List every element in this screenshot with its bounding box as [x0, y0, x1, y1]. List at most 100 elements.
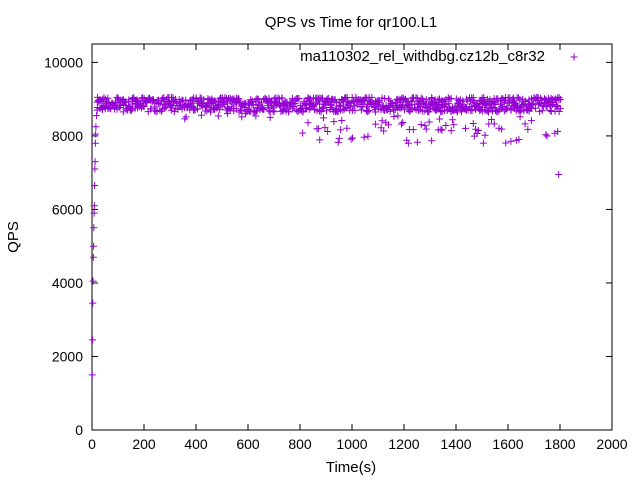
data-point — [372, 120, 380, 128]
data-point — [524, 125, 532, 133]
data-point — [503, 104, 511, 112]
data-point — [422, 125, 430, 133]
data-point — [516, 113, 524, 121]
data-point — [553, 101, 561, 109]
data-point — [140, 102, 148, 110]
data-point — [539, 101, 547, 109]
data-point — [266, 113, 274, 121]
data-point — [116, 103, 124, 111]
data-point — [104, 94, 112, 102]
data-point — [390, 113, 398, 121]
data-point — [458, 108, 466, 116]
x-tick-label: 1600 — [492, 436, 523, 452]
data-point — [214, 112, 222, 120]
data-point — [447, 127, 455, 135]
data-point — [397, 120, 405, 128]
data-point — [551, 129, 559, 137]
data-point — [487, 115, 495, 123]
data-point — [279, 106, 287, 114]
data-point — [418, 97, 426, 105]
data-point — [343, 124, 351, 132]
data-point — [161, 104, 169, 112]
data-point — [438, 126, 446, 134]
y-tick-label: 2000 — [52, 348, 83, 364]
data-point — [327, 101, 335, 109]
data-point — [91, 158, 99, 166]
chart-title: QPS vs Time for qr100.L1 — [265, 14, 438, 31]
data-point — [248, 100, 256, 108]
y-tick-label: 6000 — [52, 201, 83, 217]
data-point — [449, 116, 457, 124]
data-point — [499, 102, 507, 110]
x-tick-label: 1400 — [440, 436, 471, 452]
data-point — [253, 95, 261, 103]
x-tick-label: 1800 — [544, 436, 575, 452]
x-tick-label: 200 — [132, 436, 156, 452]
data-point — [270, 108, 278, 116]
data-point — [89, 253, 97, 261]
data-point — [375, 98, 383, 106]
data-point — [252, 112, 260, 120]
y-tick-label: 0 — [75, 422, 83, 438]
data-point — [542, 131, 550, 139]
data-point — [556, 105, 564, 113]
data-point — [515, 136, 523, 144]
data-point — [404, 139, 412, 147]
data-point — [399, 118, 407, 126]
data-point — [88, 371, 96, 379]
data-point — [546, 107, 554, 115]
data-point — [543, 103, 551, 111]
data-point — [330, 118, 338, 126]
data-point — [556, 95, 564, 103]
data-point — [92, 112, 100, 120]
data-point — [409, 126, 417, 134]
data-point — [127, 106, 135, 114]
data-point — [308, 101, 316, 109]
data-point — [478, 94, 486, 102]
data-point — [256, 100, 264, 108]
data-point — [441, 97, 449, 105]
data-point — [378, 117, 386, 125]
x-tick-label: 600 — [236, 436, 260, 452]
data-point — [480, 94, 488, 102]
data-point — [473, 129, 481, 137]
x-axis-label: Time(s) — [326, 459, 376, 476]
data-point — [92, 130, 100, 138]
x-tick-label: 400 — [184, 436, 208, 452]
data-point — [91, 165, 99, 173]
data-point — [235, 95, 243, 103]
legend: ma110302_rel_withdbg.cz12b_c8r32 — [300, 48, 578, 65]
data-point — [90, 209, 98, 217]
data-point — [182, 113, 190, 121]
data-point — [384, 121, 392, 129]
data-point — [521, 120, 529, 128]
data-point — [428, 137, 436, 145]
data-point — [481, 131, 489, 139]
data-point — [348, 134, 356, 142]
data-point — [417, 94, 425, 102]
data-point — [555, 107, 563, 115]
data-point — [436, 115, 444, 123]
data-point — [531, 104, 539, 112]
data-point — [555, 171, 563, 179]
data-point — [91, 182, 99, 190]
data-point — [507, 137, 515, 145]
data-point — [498, 125, 506, 133]
data-point — [321, 124, 329, 132]
data-point — [299, 108, 307, 116]
data-point — [417, 121, 425, 129]
data-point — [339, 100, 347, 108]
data-point — [462, 124, 470, 132]
data-point — [450, 121, 458, 129]
data-point — [309, 101, 317, 109]
data-point — [156, 100, 164, 108]
data-point — [444, 99, 452, 107]
data-point — [317, 108, 325, 116]
data-point — [479, 139, 487, 147]
data-point — [364, 132, 372, 140]
data-point — [413, 138, 421, 146]
x-tick-label: 800 — [288, 436, 312, 452]
data-point — [527, 117, 535, 125]
data-point — [299, 129, 307, 137]
